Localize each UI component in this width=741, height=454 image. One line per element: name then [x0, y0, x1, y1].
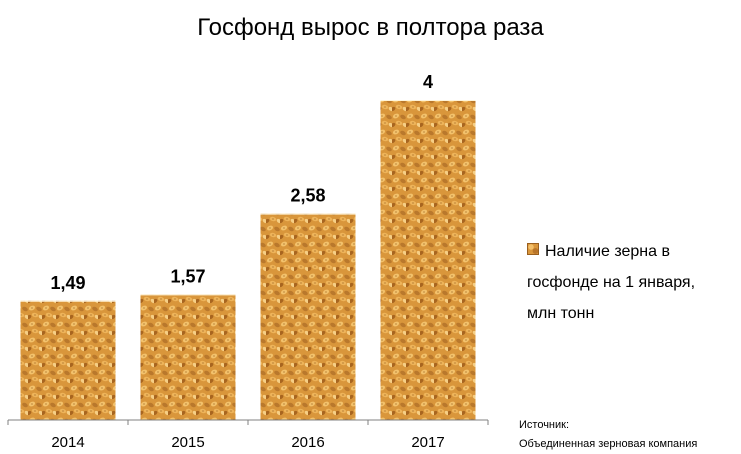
bar-2017	[380, 100, 476, 420]
bar-2015	[140, 294, 236, 420]
source-label: Источник:	[519, 419, 570, 431]
x-tick-label-2016: 2016	[291, 434, 324, 451]
source-text: Объединенная зерновая компания	[519, 438, 698, 450]
data-label-2014: 1,49	[50, 273, 85, 293]
source-note: Источник: Объединенная зерновая компания	[519, 416, 697, 454]
x-tick-label-2014: 2014	[51, 434, 84, 451]
legend-line-2: госфонде на 1 января,	[527, 274, 696, 291]
bar-2014	[20, 300, 116, 420]
legend-swatch	[527, 243, 539, 255]
legend-text-1: Наличие зерна в	[545, 243, 670, 260]
chart-title: Госфонд вырос в полтора раза	[197, 14, 544, 41]
bar-2016	[260, 213, 356, 420]
data-label-2017: 4	[423, 72, 433, 92]
x-tick-label-2015: 2015	[171, 434, 204, 451]
data-label-2016: 2,58	[290, 186, 325, 206]
legend: Наличие зерна в госфонде на 1 января, мл…	[527, 236, 737, 329]
data-label-2015: 1,57	[170, 266, 205, 286]
legend-line-1: Наличие зерна в	[527, 236, 737, 267]
x-tick-label-2017: 2017	[411, 434, 444, 451]
legend-line-3: млн тонн	[527, 305, 595, 322]
